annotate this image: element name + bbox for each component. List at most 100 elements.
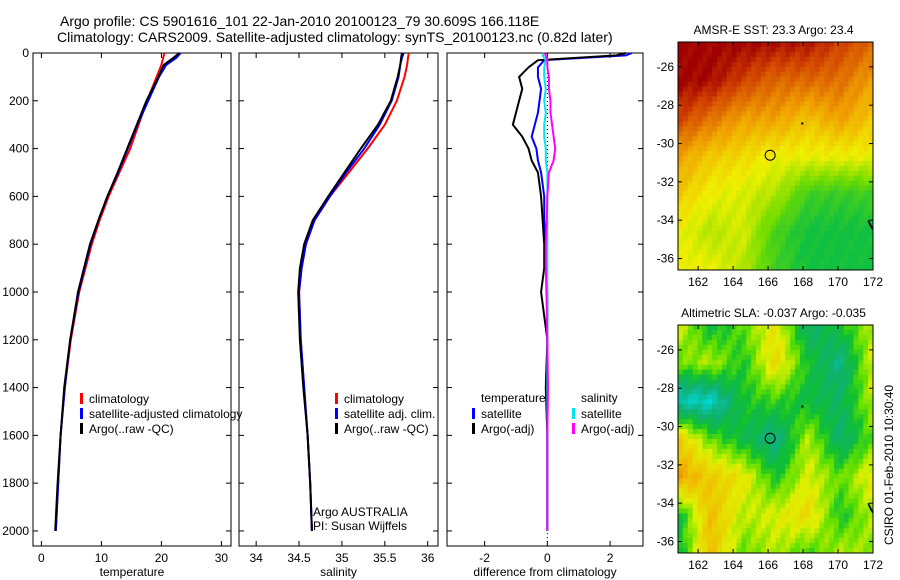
map-cell — [770, 369, 776, 376]
map-cell — [804, 473, 811, 480]
map-cell — [707, 463, 713, 470]
map-cell — [848, 409, 854, 415]
map-cell — [741, 513, 747, 519]
map-cell — [819, 76, 825, 83]
map-cell — [853, 384, 859, 390]
map-cell — [838, 424, 845, 430]
map-cell — [702, 215, 708, 221]
map-cell — [751, 458, 757, 465]
map-cell — [829, 434, 835, 440]
map-cell — [721, 404, 728, 410]
map-cell — [785, 220, 791, 226]
map-cell — [741, 453, 747, 460]
legend-label: Argo(..raw -QC) — [344, 422, 429, 436]
map-cell — [678, 528, 684, 534]
map-cell — [682, 96, 689, 102]
map-cell — [692, 66, 698, 73]
map-cell — [726, 255, 733, 261]
map-cell — [829, 404, 835, 410]
map-cell — [804, 260, 811, 266]
map-cell — [790, 146, 796, 152]
map-cell — [819, 101, 825, 107]
map-cell — [712, 210, 718, 216]
map-cell — [746, 265, 752, 271]
map-cell — [741, 443, 747, 450]
map-cell — [765, 364, 772, 371]
map-cell — [853, 180, 859, 187]
map-cell — [868, 160, 874, 167]
map-cell — [790, 131, 796, 137]
map-cell — [829, 250, 835, 256]
map-cell — [697, 230, 703, 236]
map-cell — [712, 126, 718, 132]
map-cell — [795, 439, 801, 445]
map-cell — [838, 419, 845, 425]
map-cell — [814, 414, 820, 420]
map-cell — [751, 528, 757, 534]
map-cell — [853, 488, 859, 495]
map-cell — [780, 384, 786, 390]
map-cell — [736, 478, 742, 485]
map-cell — [760, 523, 767, 529]
map-cell — [858, 503, 864, 509]
map-cell — [838, 404, 845, 410]
map-cell — [721, 71, 728, 78]
map-cell — [751, 429, 757, 435]
map-cell — [678, 156, 684, 162]
map-cell — [829, 146, 835, 152]
map-cell — [697, 493, 703, 499]
map-cell — [687, 478, 694, 485]
map-cell — [721, 538, 728, 544]
map-cell — [765, 156, 772, 162]
map-cell — [770, 101, 776, 107]
map-cell — [687, 46, 694, 53]
map-cell — [741, 478, 747, 485]
map-cell — [726, 91, 733, 98]
map-cell — [838, 523, 845, 529]
map-cell — [819, 339, 825, 346]
map-cell — [682, 146, 689, 152]
map-cell — [756, 131, 762, 137]
map-cell — [863, 434, 869, 440]
map-cell — [819, 458, 825, 465]
map-cell — [765, 215, 772, 221]
map-cell — [843, 394, 850, 400]
map-cell — [853, 503, 859, 509]
map-cell — [838, 121, 845, 127]
map-cell — [697, 443, 703, 450]
map-cell — [785, 210, 791, 216]
map-cell — [746, 379, 752, 385]
map-cell — [736, 329, 742, 336]
map-cell — [760, 46, 767, 53]
map-cell — [697, 146, 703, 152]
map-cell — [692, 76, 698, 83]
map-cell — [687, 190, 694, 197]
map-cell — [775, 458, 781, 465]
map-cell — [790, 463, 796, 470]
map-cell — [858, 42, 864, 48]
map-cell — [785, 448, 791, 455]
map-cell — [829, 170, 835, 177]
map-cell — [863, 250, 869, 256]
map-cell — [819, 498, 825, 504]
map-cell — [858, 513, 864, 519]
map-cell — [858, 498, 864, 504]
map-cell — [824, 354, 830, 361]
map-cell — [790, 101, 796, 107]
map-cell — [780, 518, 786, 524]
map-cell — [717, 96, 723, 102]
map-cell — [843, 325, 850, 331]
map-cell — [746, 334, 752, 341]
map-cell — [765, 225, 772, 231]
map-cell — [824, 409, 830, 415]
map-cell — [770, 180, 776, 187]
map-cell — [814, 518, 820, 524]
map-cell — [697, 518, 703, 524]
map-cell — [790, 61, 796, 68]
map-cell — [707, 156, 713, 162]
map-cell — [799, 195, 806, 202]
map-cell — [780, 453, 786, 460]
map-cell — [775, 518, 781, 524]
map-cell — [799, 493, 806, 499]
map-cell — [780, 538, 786, 544]
